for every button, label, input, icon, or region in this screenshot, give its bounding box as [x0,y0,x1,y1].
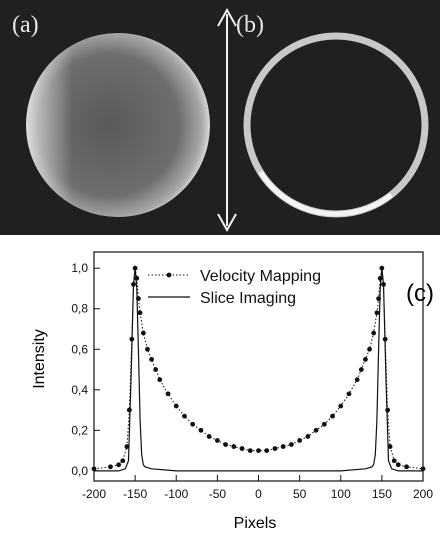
velocity-mapping-point [313,427,319,433]
velocity-mapping-point [420,466,426,472]
velocity-mapping-point [134,275,140,281]
velocity-mapping-point [145,346,150,352]
velocity-mapping-point [404,464,409,470]
image-panel-row: (a) (b) [0,0,440,235]
velocity-mapping-point [358,367,364,372]
velocity-mapping-line [93,268,424,470]
velocity-mapping-point [377,275,383,281]
velocity-mapping-point [182,413,187,419]
chart-axes: -200 -150 -100 -50 0 50 100 150 200 0,0 0,2 0,4 0,6 0… [71,251,433,501]
slice-imaging-line [94,268,423,472]
x-tick-label: -100 [164,487,188,501]
y-tick-label: 1,0 [71,261,88,275]
velocity-mapping-point [223,442,229,447]
velocity-mapping-point [289,442,294,447]
velocity-mapping-point [387,444,393,449]
velocity-mapping-point [247,448,253,454]
velocity-mapping-point [239,446,245,451]
velocity-mapping-point [198,427,204,433]
velocity-mapping-point [126,407,132,413]
y-tick-label: 0,0 [71,464,88,478]
chart-legend: Velocity Mapping Slice Imaging [148,268,321,307]
velocity-mapping-point [190,421,196,427]
velocity-mapping-point [297,438,303,443]
velocity-mapping-point [173,403,179,409]
velocity-mapping-point [385,407,391,413]
x-tick-label: 50 [293,487,307,501]
velocity-mapping-point [280,444,286,449]
x-axis-label: Pixels [234,515,277,532]
chart-panel: -200 -150 -100 -50 0 50 100 150 200 0,0 0,2 0,4 0,6 0… [0,235,440,537]
velocity-mapping-point [214,438,220,443]
velocity-mapping-point [395,462,401,468]
panel-b-label: (b) [236,12,264,38]
panel-c-label: (c) [406,280,434,307]
velocity-mapping-point [371,330,377,336]
plot-frame [93,251,424,482]
x-tick-label: 100 [331,487,351,501]
detector-images [26,7,429,233]
x-tick-label: 150 [372,487,392,501]
x-tick-label: 0 [255,487,262,501]
velocity-mapping-point [338,403,344,409]
velocity-mapping-point [346,391,352,397]
legend-velocity-marker [166,272,172,278]
velocity-mapping-point [116,462,122,468]
velocity-mapping-point [391,458,397,464]
y-tick-label: 0,2 [71,423,88,437]
velocity-mapping-point [153,367,159,372]
velocity-mapping-point [363,357,368,362]
velocity-mapping-point [108,464,113,470]
y-tick-label: 0,6 [71,342,88,356]
velocity-mapping-point [137,310,143,316]
velocity-mapping-point [272,446,278,451]
velocity-mapping-point [330,413,335,419]
velocity-mapping-point [206,434,212,439]
velocity-mapping-point [120,458,126,464]
velocity-mapping-point [157,377,163,383]
velocity-mapping-point [256,448,261,454]
panel-a-label: (a) [12,12,39,38]
legend-label: Velocity Mapping [200,268,321,285]
velocity-mapping-point [374,310,380,316]
velocity-mapping-point [149,357,154,362]
velocity-mapping-point [321,421,327,427]
velocity-mapping-point [124,444,130,449]
chart-series [91,265,426,472]
velocity-mapping-point [91,466,97,472]
velocity-mapping-point [367,346,372,352]
y-axis-label: Intensity [31,329,48,389]
x-tick-label: 200 [413,487,433,501]
velocity-mapping-point [165,391,171,397]
velocity-mapping-point [264,448,270,454]
velocity-mapping-point [140,330,146,336]
x-tick-label: -150 [123,487,147,501]
polarization-arrow-head-bottom [217,213,237,233]
legend-label: Slice Imaging [200,290,296,307]
y-tick-label: 0,4 [71,383,88,397]
x-tick-label: -200 [82,487,106,501]
velocity-mapping-point [231,444,237,449]
y-tick-label: 0,8 [71,302,88,316]
velocity-map-disc-edge [26,33,210,217]
polarization-arrow-head-top [217,7,237,27]
slice-image-ring-bright [244,33,428,217]
velocity-mapping-point [354,377,360,383]
x-tick-label: -50 [209,487,227,501]
intensity-chart: -200 -150 -100 -50 0 50 100 150 200 0,0 0,2 0,4 0,6 0… [31,251,434,532]
velocity-mapping-point [305,434,311,439]
